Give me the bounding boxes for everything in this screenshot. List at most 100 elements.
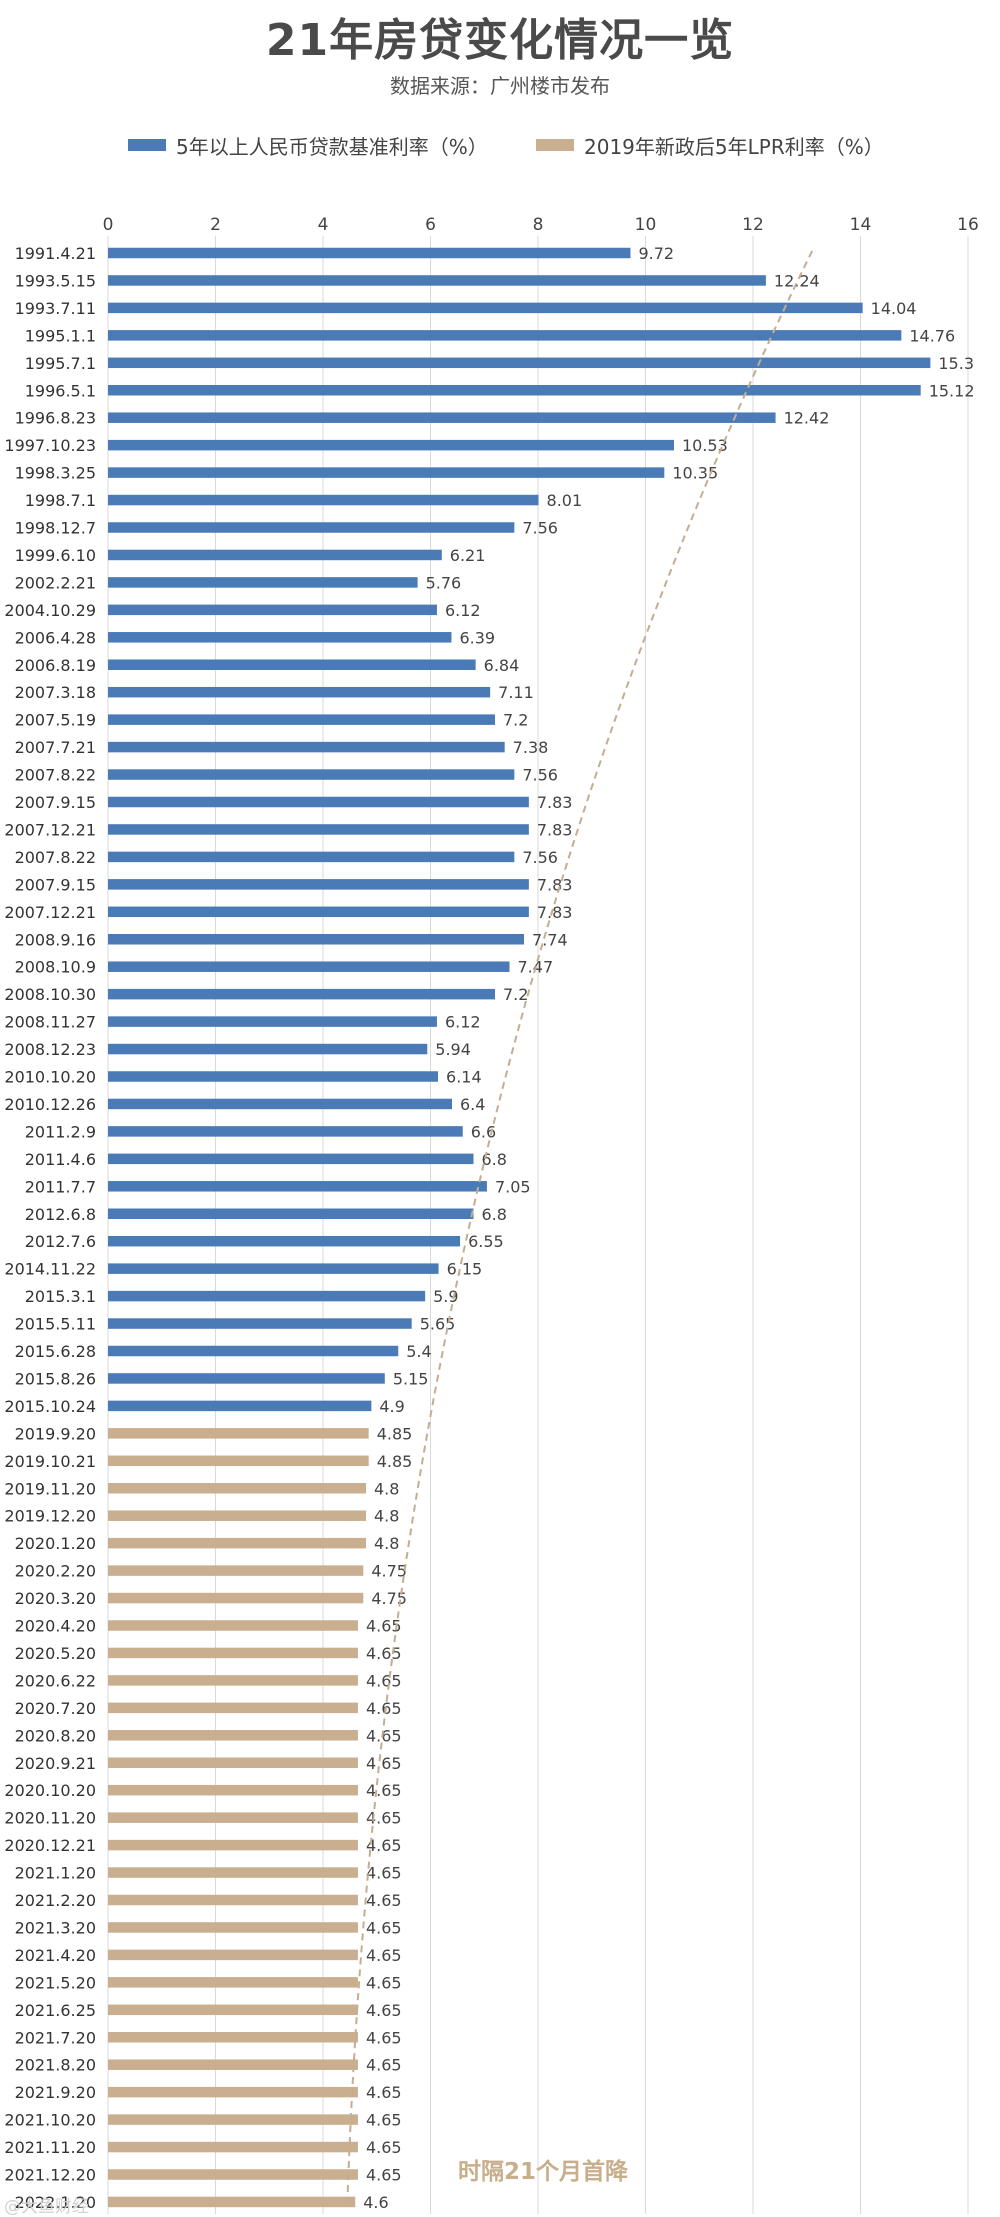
- y-tick-label: 2011.7.7: [25, 1177, 96, 1196]
- y-tick-label: 2021.11.20: [4, 2138, 96, 2157]
- data-label: 6.12: [445, 601, 481, 620]
- y-tick-label: 2008.10.9: [15, 958, 96, 977]
- bar-lpr: [108, 2196, 356, 2208]
- data-label: 15.3: [938, 354, 974, 373]
- bar-lpr: [108, 1839, 358, 1851]
- data-label: 7.74: [532, 930, 568, 949]
- data-label: 4.65: [366, 1918, 402, 1937]
- bar-benchmark: [108, 302, 863, 314]
- bar-benchmark: [108, 988, 495, 1000]
- y-tick-label: 1995.7.1: [25, 354, 96, 373]
- y-tick-label: 2007.12.21: [4, 903, 96, 922]
- y-tick-label: 2021.6.25: [15, 2001, 96, 2020]
- bar-benchmark: [108, 934, 525, 945]
- data-label: 7.05: [495, 1177, 531, 1196]
- bar-lpr: [108, 1949, 358, 1961]
- y-tick-label: 2008.12.23: [4, 1040, 96, 1059]
- bar-benchmark: [108, 1373, 385, 1384]
- data-label: 4.65: [366, 1699, 402, 1718]
- y-tick-label: 2015.6.28: [15, 1342, 96, 1361]
- bar-lpr: [108, 1867, 358, 1878]
- bar-lpr: [108, 1620, 358, 1631]
- bar-benchmark: [108, 741, 505, 753]
- y-tick-label: 2022.1.20: [15, 2193, 96, 2212]
- y-tick-label: 2015.3.1: [25, 1287, 96, 1306]
- bar-lpr: [108, 1455, 369, 1467]
- y-tick-label: 2007.8.22: [15, 766, 96, 785]
- bar-benchmark: [108, 1400, 372, 1412]
- annotation-first-cut: 时隔21个月首降: [458, 2159, 629, 2185]
- data-label: 4.65: [366, 1864, 402, 1883]
- data-label: 4.65: [366, 1671, 402, 1690]
- bar-benchmark: [108, 1016, 437, 1027]
- y-tick-label: 2012.7.6: [25, 1232, 96, 1251]
- y-tick-label: 2019.10.21: [4, 1452, 96, 1471]
- data-label: 4.65: [366, 1836, 402, 1855]
- data-label: 10.35: [672, 464, 718, 483]
- bar-benchmark: [108, 494, 539, 506]
- legend-item-lpr: 2019年新政后5年LPR利率（%）: [536, 130, 884, 160]
- y-tick-label: 2021.12.20: [4, 2166, 96, 2185]
- y-tick-label: 2015.10.24: [4, 1397, 96, 1416]
- data-label: 7.11: [498, 683, 534, 702]
- x-tick-label: 10: [635, 215, 657, 235]
- bar-benchmark: [108, 1345, 399, 1357]
- chart-subtitle: 数据来源：广州楼市发布: [390, 74, 610, 98]
- y-tick-label: 2010.10.20: [4, 1068, 96, 1087]
- y-tick-label: 2021.10.20: [4, 2111, 96, 2130]
- x-tick-label: 16: [957, 215, 979, 235]
- bar-benchmark: [108, 714, 495, 725]
- x-tick-label: 6: [425, 215, 436, 235]
- bar-benchmark: [108, 412, 776, 423]
- y-tick-label: 2015.5.11: [15, 1315, 96, 1334]
- y-tick-label: 1999.6.10: [15, 546, 96, 565]
- data-label: 4.8: [374, 1479, 399, 1498]
- data-label: 14.76: [909, 326, 955, 345]
- y-tick-label: 2007.9.15: [15, 875, 96, 894]
- y-tick-label: 2020.10.20: [4, 1781, 96, 1800]
- bar-lpr: [108, 1565, 364, 1576]
- data-label: 4.65: [366, 2083, 402, 2102]
- data-label: 7.83: [537, 903, 573, 922]
- legend-swatch-benchmark: [128, 139, 166, 151]
- data-label: 4.65: [366, 2056, 402, 2075]
- bar-benchmark: [108, 1263, 439, 1274]
- data-label: 6.12: [445, 1013, 481, 1032]
- y-tick-label: 2021.8.20: [15, 2056, 96, 2075]
- y-tick-label: 2021.1.20: [15, 1864, 96, 1883]
- data-label: 4.85: [377, 1424, 413, 1443]
- bar-lpr: [108, 2032, 358, 2043]
- y-tick-label: 2020.8.20: [15, 1726, 96, 1745]
- data-label: 12.24: [774, 271, 820, 290]
- data-label: 14.04: [871, 299, 917, 318]
- y-tick-label: 2007.5.19: [15, 711, 96, 730]
- data-label: 4.65: [366, 1809, 402, 1828]
- x-tick-label: 8: [533, 215, 544, 235]
- data-label: 4.65: [366, 1891, 402, 1910]
- data-label: 6.15: [447, 1260, 483, 1279]
- data-label: 6.8: [482, 1150, 507, 1169]
- bar-lpr: [108, 2086, 358, 2098]
- bar-benchmark: [108, 577, 418, 588]
- bar-benchmark: [108, 961, 510, 972]
- data-label: 4.9: [379, 1397, 404, 1416]
- data-label: 7.56: [522, 848, 558, 867]
- bar-lpr: [108, 1757, 358, 1768]
- data-label: 6.39: [459, 628, 495, 647]
- data-label: 5.76: [426, 573, 462, 592]
- y-tick-label: 2019.11.20: [4, 1479, 96, 1498]
- y-tick-label: 2008.9.16: [15, 930, 96, 949]
- data-label: 5.4: [406, 1342, 431, 1361]
- data-label: 4.85: [377, 1452, 413, 1471]
- data-label: 7.83: [537, 875, 573, 894]
- bar-lpr: [108, 1784, 358, 1796]
- data-label: 4.75: [371, 1589, 407, 1608]
- bar-benchmark: [108, 824, 529, 835]
- y-tick-label: 1996.8.23: [15, 409, 96, 428]
- bar-lpr: [108, 1730, 358, 1741]
- y-tick-label: 2021.4.20: [15, 1946, 96, 1965]
- bar-lpr: [108, 2141, 358, 2153]
- y-tick-label: 2020.4.20: [15, 1617, 96, 1636]
- bar-benchmark: [108, 879, 529, 890]
- y-tick-label: 1996.5.1: [25, 381, 96, 400]
